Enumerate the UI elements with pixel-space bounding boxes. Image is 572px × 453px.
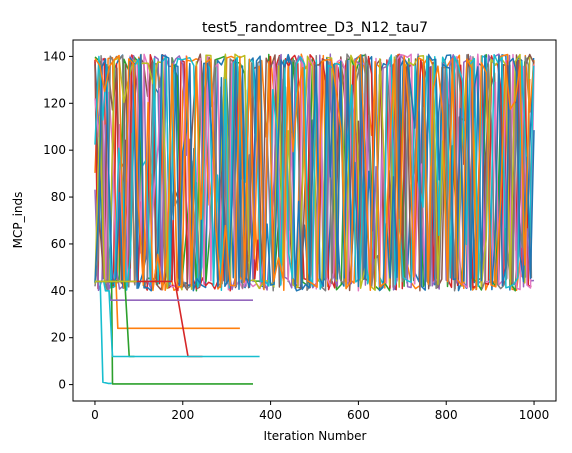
x-tick-label: 0 [91, 408, 99, 422]
y-tick-label: 20 [51, 331, 66, 345]
y-tick-label: 80 [51, 190, 66, 204]
x-tick-label: 1000 [519, 408, 550, 422]
y-tick-label: 60 [51, 237, 66, 251]
y-tick-label: 120 [43, 96, 66, 110]
x-tick-label: 400 [259, 408, 282, 422]
x-tick-label: 800 [435, 408, 458, 422]
x-tick-label: 600 [347, 408, 370, 422]
y-tick-label: 40 [51, 284, 66, 298]
chart-title: test5_randomtree_D3_N12_tau7 [202, 20, 428, 36]
y-tick-label: 0 [58, 378, 66, 392]
y-tick-label: 140 [43, 49, 66, 63]
y-axis-label: MCP_inds [11, 192, 25, 249]
x-axis-label: Iteration Number [264, 429, 367, 443]
y-tick-label: 100 [43, 143, 66, 157]
x-tick-label: 200 [171, 408, 194, 422]
